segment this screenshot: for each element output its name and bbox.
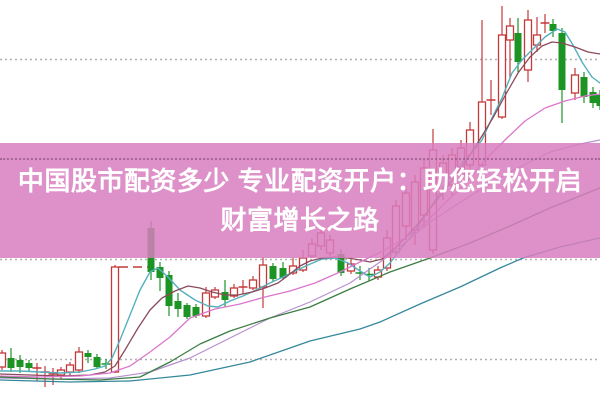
gridline-overlay-on-banner: [0, 158, 600, 160]
banner-subtitle: 财富增长之路: [220, 205, 380, 235]
banner-title: 中国股市配资多少 专业配资开户：助您轻松开启: [17, 166, 583, 196]
promo-banner: 中国股市配资多少 专业配资开户：助您轻松开启 财富增长之路: [0, 143, 600, 258]
